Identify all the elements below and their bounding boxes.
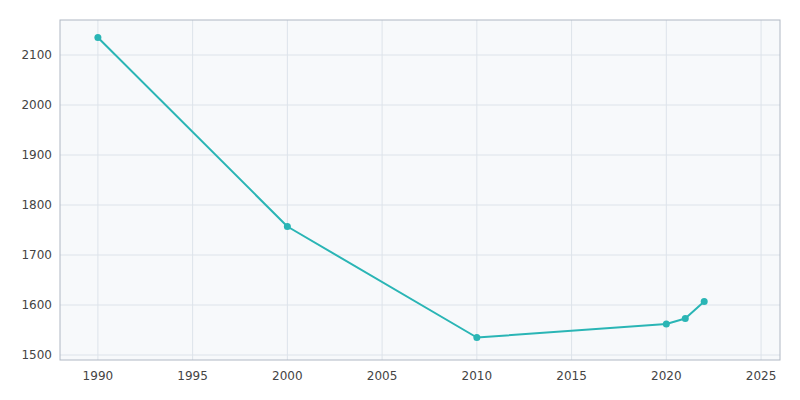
y-grid-line — [60, 205, 780, 206]
x-grid-line — [382, 20, 383, 360]
x-grid-line — [666, 20, 667, 360]
y-tick-label: 1500 — [21, 348, 52, 362]
y-grid-line — [60, 55, 780, 56]
y-grid-line — [60, 105, 780, 106]
x-tick-label: 2000 — [272, 369, 303, 383]
point — [94, 34, 101, 41]
y-tick-label: 2000 — [21, 98, 52, 112]
chart: 1990 1995 2000 2005 2010 2015 2020 2025 1500 1600… — [0, 0, 800, 400]
x-tick-label: 2010 — [462, 369, 493, 383]
x-tick-label: 1995 — [177, 369, 208, 383]
x-grid-line — [476, 20, 477, 360]
point — [663, 321, 670, 328]
series — [94, 34, 707, 341]
x-tick-label: 2020 — [651, 369, 682, 383]
x-grid-line — [761, 20, 762, 360]
x-grid-line — [571, 20, 572, 360]
x-tick-label: 2015 — [556, 369, 587, 383]
y-tick-label: 1700 — [21, 248, 52, 262]
x-grid-line — [97, 20, 98, 360]
x-tick-label: 2025 — [746, 369, 777, 383]
plot-frame — [60, 20, 780, 360]
y-tick-label: 1600 — [21, 298, 52, 312]
line — [98, 38, 704, 338]
y-tick-label: 1900 — [21, 148, 52, 162]
point — [682, 315, 689, 322]
y-grid-line — [60, 255, 780, 256]
point — [284, 223, 291, 230]
y-tick-label: 1800 — [21, 198, 52, 212]
grid — [60, 20, 780, 360]
y-tick-label: 2100 — [21, 48, 52, 62]
point — [701, 298, 708, 305]
y-grid-line — [60, 155, 780, 156]
x-grid-line — [287, 20, 288, 360]
x-grid-line — [192, 20, 193, 360]
x-tick-label: 1990 — [83, 369, 114, 383]
chart-container: 1990 1995 2000 2005 2010 2015 2020 2025 1500 1600… — [0, 0, 800, 400]
point — [473, 334, 480, 341]
plot-area — [60, 20, 780, 360]
x-tick-label: 2005 — [367, 369, 398, 383]
y-grid-line — [60, 355, 780, 356]
tick-labels: 1990 1995 2000 2005 2010 2015 2020 2025 1500 1600… — [21, 48, 776, 383]
